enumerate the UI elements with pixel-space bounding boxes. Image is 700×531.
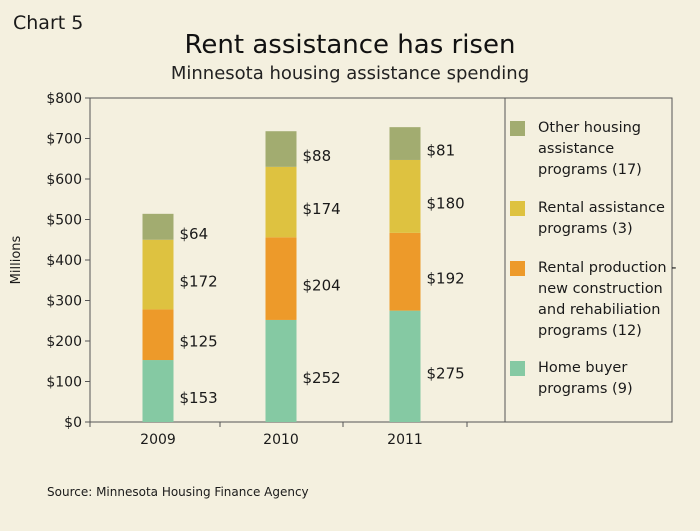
bar-segment	[265, 237, 297, 320]
legend-swatch	[510, 361, 525, 376]
y-axis-label: Millions	[9, 235, 24, 284]
legend-swatch	[510, 201, 525, 216]
bar-segment	[389, 232, 421, 311]
legend-label: Home buyer programs (9)	[538, 360, 633, 397]
data-label: $153	[180, 389, 218, 407]
y-tick-label: $0	[64, 415, 82, 431]
bar-segment	[389, 159, 421, 233]
bar-segment	[265, 131, 297, 167]
x-tick-label: 2009	[140, 432, 176, 448]
x-tick-label: 2011	[387, 432, 423, 448]
y-tick-label: $500	[46, 213, 82, 229]
data-label: $172	[180, 273, 218, 291]
y-tick-label: $400	[46, 253, 82, 269]
bar-segment	[142, 213, 174, 240]
data-label: $192	[427, 270, 465, 288]
y-tick-label: $100	[46, 375, 82, 391]
source-note: Source: Minnesota Housing Finance Agency	[47, 485, 309, 499]
data-label: $81	[427, 142, 456, 160]
y-tick-label: $600	[46, 172, 82, 188]
legend-label: Other housing assistance programs (17)	[538, 120, 642, 178]
y-tick-label: $700	[46, 132, 82, 148]
bar-segment	[389, 127, 421, 160]
data-label: $204	[303, 277, 341, 295]
data-label: $252	[303, 369, 341, 387]
y-tick-label: $800	[46, 91, 82, 107]
bar-segment	[142, 309, 174, 361]
data-label: $64	[180, 225, 209, 243]
bar-segment	[142, 360, 174, 422]
bar-segment	[265, 319, 297, 422]
bar-segment	[142, 239, 174, 310]
chart-subtitle: Minnesota housing assistance spending	[170, 63, 530, 84]
legend-swatch	[510, 261, 525, 276]
data-label: $125	[180, 333, 218, 351]
x-tick-label: 2010	[263, 432, 299, 448]
bar-segment	[265, 166, 297, 238]
y-tick-label: $300	[46, 294, 82, 310]
data-label: $180	[427, 194, 465, 212]
bar-segment	[389, 310, 421, 422]
data-label: $174	[303, 200, 341, 218]
legend-label: Rental assistance programs (3)	[538, 200, 665, 237]
data-label: $88	[303, 147, 332, 165]
chart-title: Rent assistance has risen	[184, 30, 516, 60]
legend-label: Rental production - new construction and…	[538, 260, 677, 339]
y-tick-label: $200	[46, 334, 82, 350]
chart-label: Chart 5	[13, 12, 84, 34]
data-label: $275	[427, 364, 465, 382]
legend-swatch	[510, 121, 525, 136]
